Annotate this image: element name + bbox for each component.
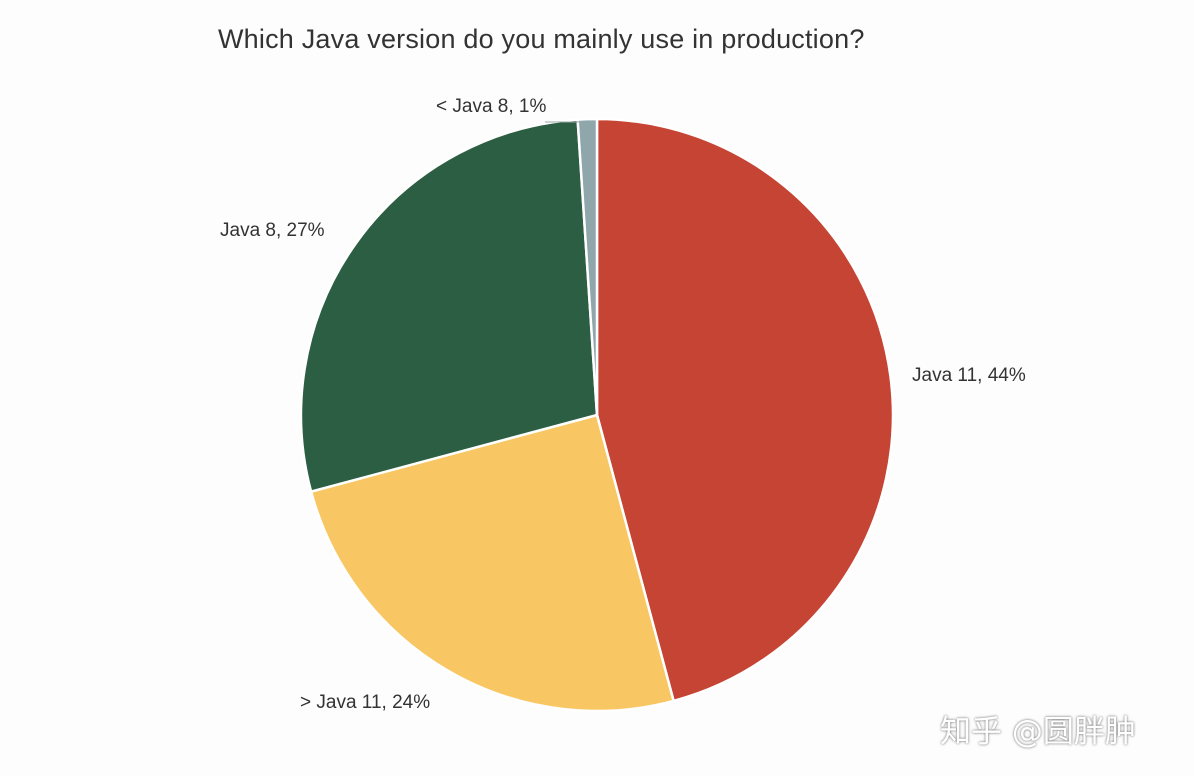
watermark: 知乎 @圆胖肿 xyxy=(940,714,1136,750)
slice-label-java-11: Java 11, 44% xyxy=(912,365,1026,386)
slice-label-gt-java-11: > Java 11, 24% xyxy=(300,692,430,713)
pie-slice-java-8 xyxy=(299,118,599,493)
slice-label-java-8: Java 8, 27% xyxy=(220,220,325,241)
chart-title: Which Java version do you mainly use in … xyxy=(218,24,865,54)
pie-slice-gt-java-11 xyxy=(309,413,675,713)
pie-slice-java-11 xyxy=(595,117,895,703)
slice-label-lt-java-8: < Java 8, 1% xyxy=(436,96,546,117)
pie-slice-lt-java-8 xyxy=(576,117,599,417)
